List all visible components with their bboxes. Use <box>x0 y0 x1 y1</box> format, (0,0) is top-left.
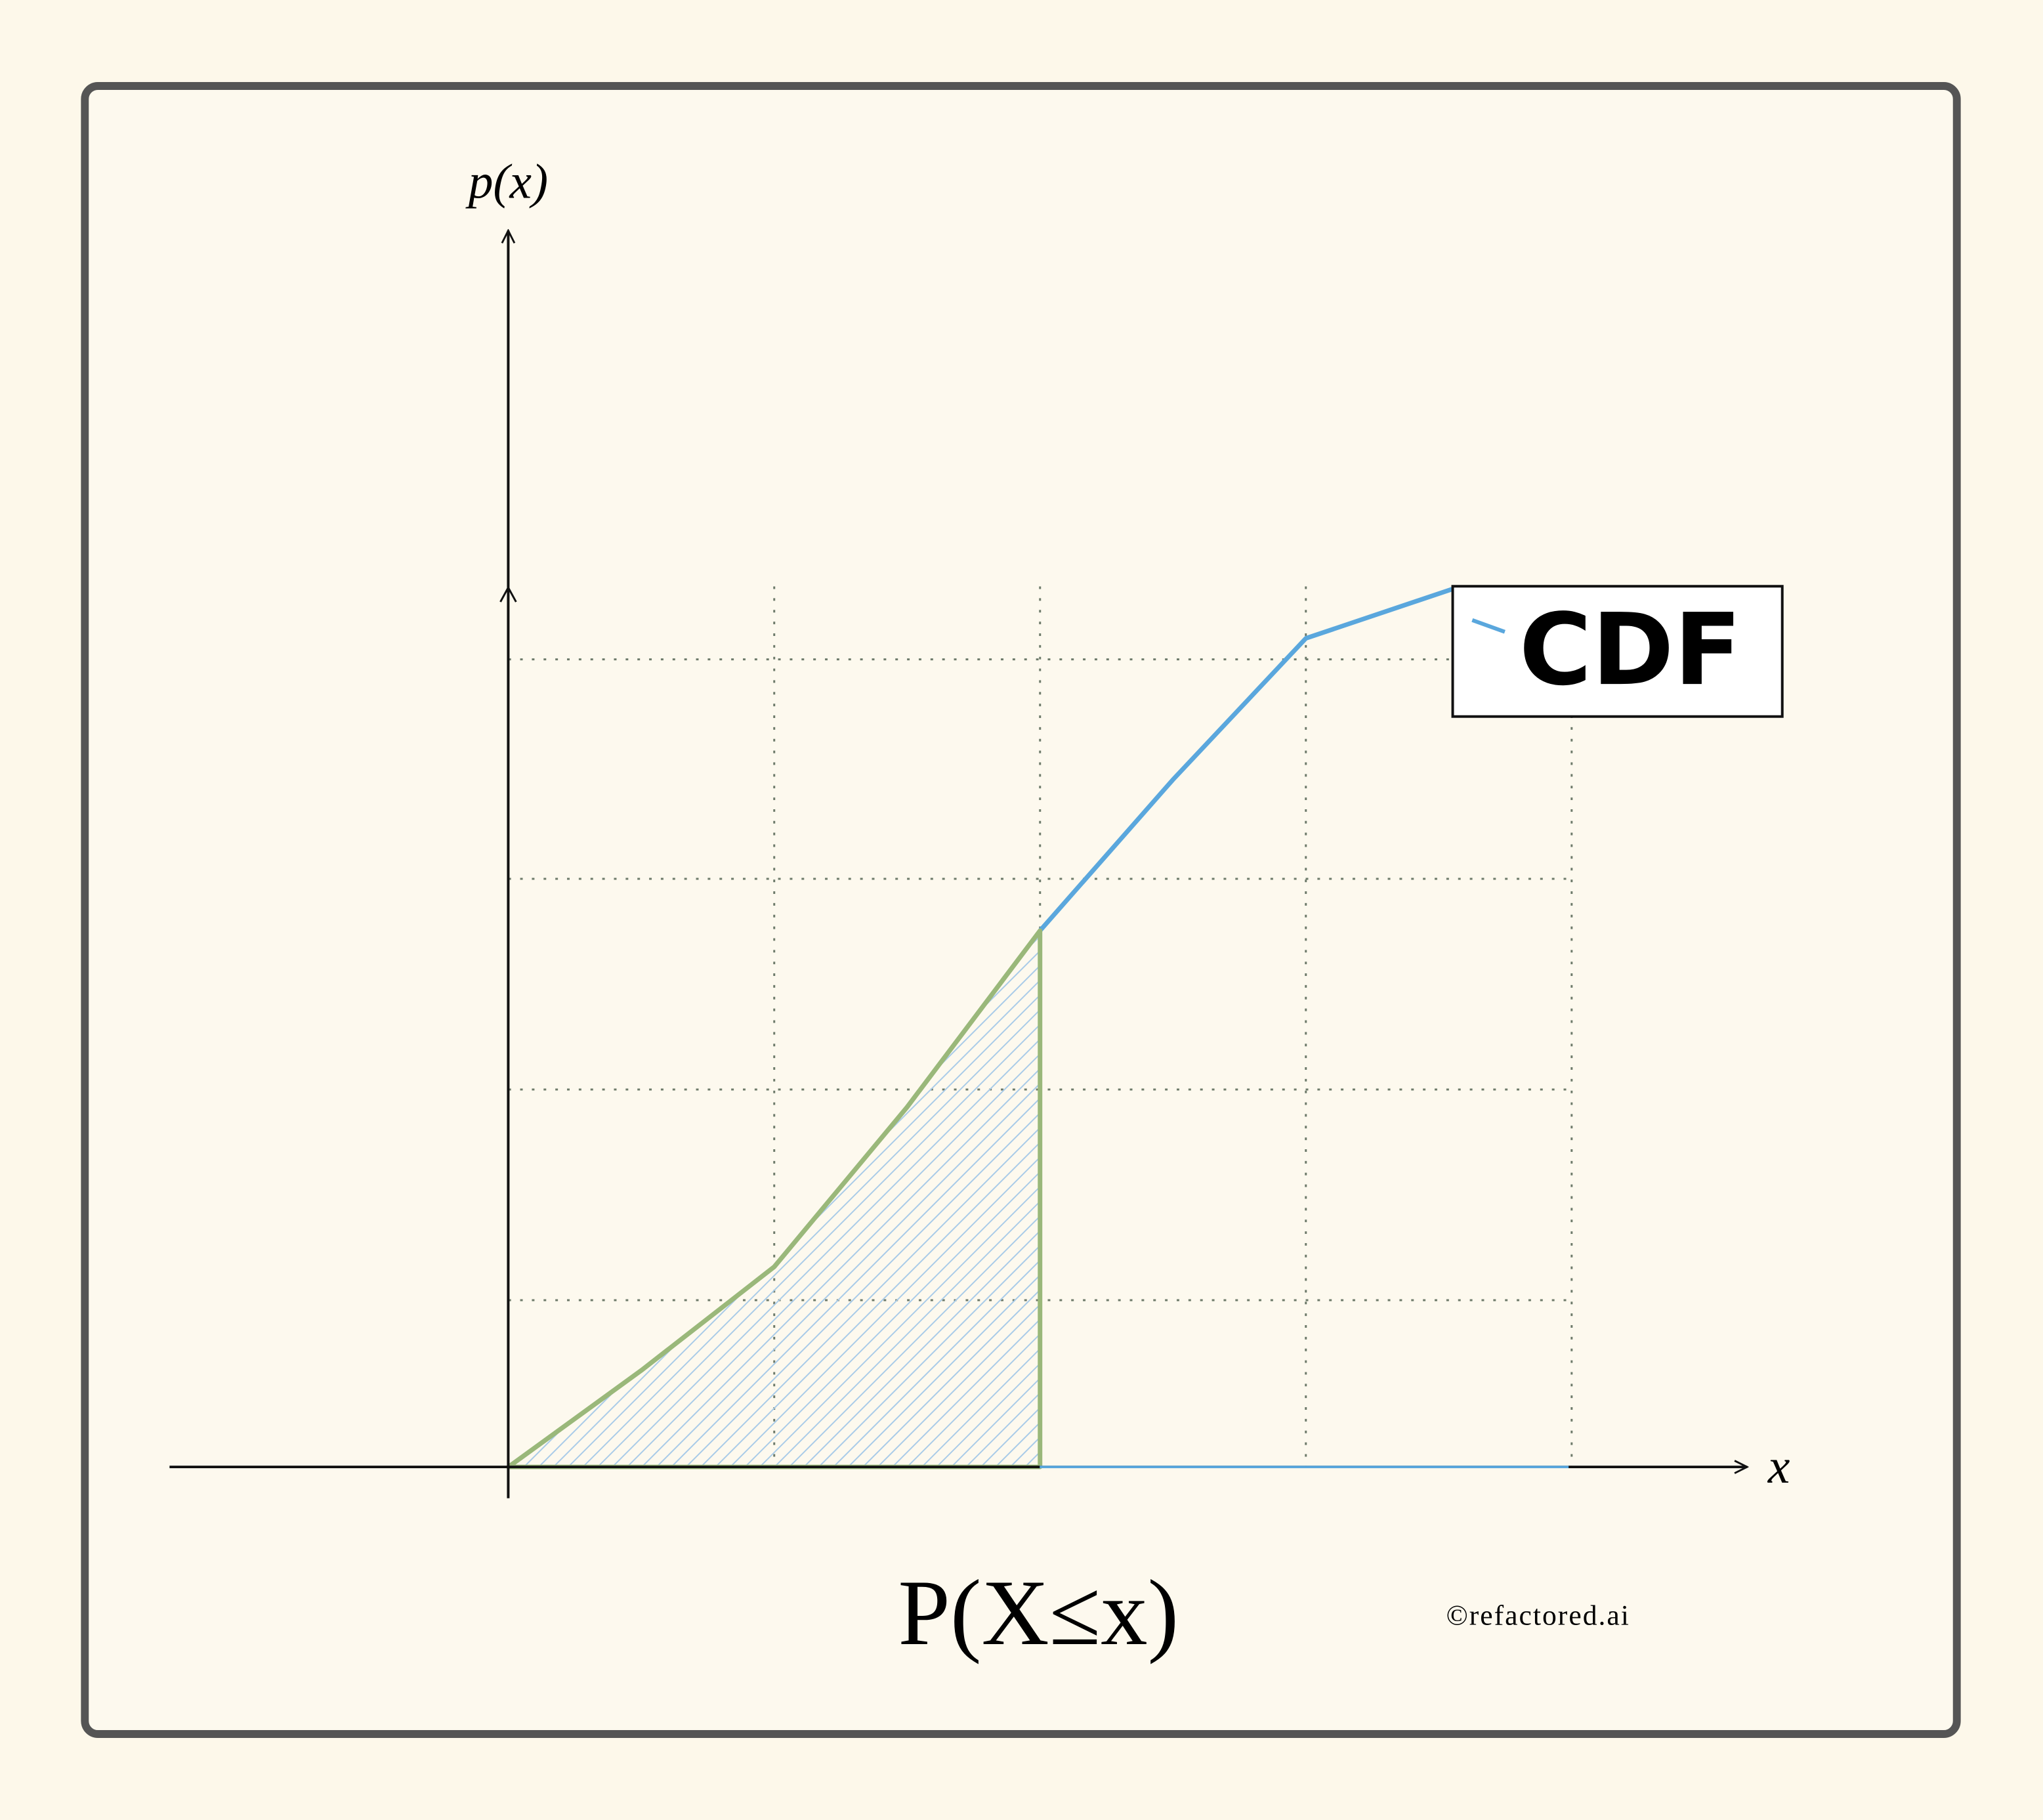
credit: ©refactored.ai <box>1446 1599 1630 1631</box>
legend-swatch <box>1471 618 1506 634</box>
y-axis-inner-arrow <box>499 585 517 603</box>
y-axis-label: p(x) <box>465 155 548 209</box>
grid <box>508 586 1573 1468</box>
legend: CDF <box>1451 585 1784 718</box>
line <box>507 929 1042 1469</box>
frame <box>81 82 1961 1738</box>
x-axis-label: x <box>1767 1439 1790 1494</box>
annotation: P(X≤x) <box>898 1561 1179 1664</box>
legend-label: CDF <box>1519 592 1742 708</box>
legend-box <box>1451 585 1784 718</box>
line <box>1038 587 1453 933</box>
